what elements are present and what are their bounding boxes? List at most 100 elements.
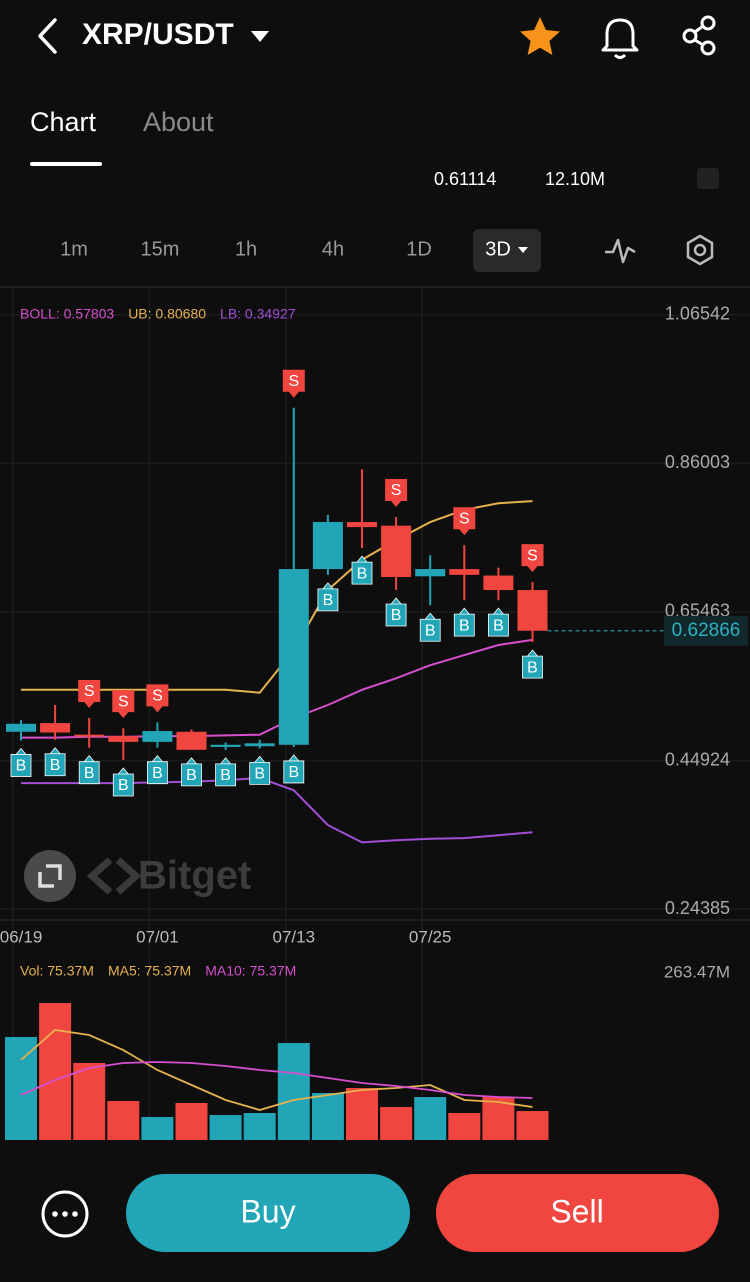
buy-marker xyxy=(147,755,168,785)
buy-marker xyxy=(351,555,373,585)
ma-line xyxy=(20,1061,533,1099)
sell-marker xyxy=(385,478,408,507)
sell-button[interactable] xyxy=(436,1174,719,1252)
favorite-star[interactable] xyxy=(520,17,560,55)
buy-marker-label: B xyxy=(118,777,129,794)
candle-body xyxy=(6,723,36,732)
ma-legend: MA10: 75.37M xyxy=(205,963,296,979)
y-tick-label: 0.24385 xyxy=(665,898,730,918)
volume-bar xyxy=(516,1111,549,1140)
buy-marker xyxy=(317,582,339,612)
volume-bar xyxy=(414,1097,447,1140)
pair-title[interactable]: XRP/USDT xyxy=(82,18,234,51)
buy-marker-label: B xyxy=(527,659,538,676)
buy-marker xyxy=(488,607,509,637)
buy-marker xyxy=(249,755,271,785)
more-button[interactable] xyxy=(41,1190,89,1238)
y-tick-label: 0.86003 xyxy=(665,452,730,472)
candle-body xyxy=(483,575,514,591)
buy-marker xyxy=(112,767,134,797)
buy-marker xyxy=(44,747,66,777)
candle-body xyxy=(244,743,275,747)
tab-underline xyxy=(30,162,102,166)
buy-marker-label: B xyxy=(186,767,197,784)
tab-about[interactable]: About xyxy=(143,107,214,137)
watermark-text: Bitget xyxy=(138,854,251,898)
buy-button[interactable] xyxy=(126,1174,410,1252)
volume-bar xyxy=(380,1107,413,1140)
indicator-legend: UB: 0.80680 xyxy=(128,306,206,322)
interval[interactable]: 1D xyxy=(406,238,432,260)
buy-marker xyxy=(181,757,202,787)
buy-marker-label: B xyxy=(357,565,368,582)
bell-icon[interactable] xyxy=(601,18,639,59)
back-button[interactable] xyxy=(38,18,57,54)
interval[interactable]: 1m xyxy=(60,238,88,260)
volume-bar xyxy=(107,1101,140,1140)
y-tick-label: 0.44924 xyxy=(665,749,730,769)
indicator-line xyxy=(21,638,533,739)
buy-marker xyxy=(10,747,32,777)
x-tick-label: 07/13 xyxy=(273,927,316,946)
buy-marker xyxy=(522,649,543,679)
settings-icon[interactable] xyxy=(686,234,714,266)
candle-body xyxy=(108,736,139,742)
buy-marker xyxy=(283,754,305,784)
stat-volume: 12.10M xyxy=(545,169,605,189)
interval-selected-bg xyxy=(473,229,541,272)
interval[interactable]: 1h xyxy=(235,238,257,260)
volume-bar xyxy=(277,1043,310,1140)
sell-marker xyxy=(146,684,169,713)
buy-marker-label: B xyxy=(84,765,95,782)
volume-bar xyxy=(311,1093,344,1140)
volume-bar xyxy=(175,1102,208,1140)
sell-marker-label: S xyxy=(391,482,402,499)
indicator-legend: BOLL: 0.57803 xyxy=(20,306,114,322)
sell-marker xyxy=(453,507,476,536)
volume-bar xyxy=(346,1088,378,1140)
buy-label[interactable]: Buy xyxy=(240,1193,295,1229)
volume-bar xyxy=(73,1062,106,1140)
sell-marker xyxy=(282,369,305,398)
y-tick-label: 1.06542 xyxy=(665,304,730,324)
buy-marker-label: B xyxy=(254,766,265,783)
sell-marker xyxy=(78,680,101,709)
sell-marker-label: S xyxy=(288,373,299,390)
candle-body xyxy=(517,590,548,631)
buy-marker-label: B xyxy=(220,767,231,784)
volume-bar xyxy=(39,1003,72,1140)
volume-bar xyxy=(5,1037,37,1140)
sell-label[interactable]: Sell xyxy=(550,1193,603,1229)
interval-selected[interactable]: 3D xyxy=(485,238,511,260)
buy-marker xyxy=(419,612,441,642)
share-icon[interactable] xyxy=(682,15,716,56)
candle-body xyxy=(40,723,71,733)
interval[interactable]: 4h xyxy=(322,238,344,260)
indicator-legend: LB: 0.34927 xyxy=(220,306,296,322)
indicator-icon[interactable] xyxy=(605,238,636,264)
buy-marker-label: B xyxy=(391,607,402,624)
buy-marker-label: B xyxy=(493,617,504,634)
last-price-label: 0.62866 xyxy=(672,620,741,641)
pair-dropdown[interactable] xyxy=(251,31,269,42)
buy-marker-label: B xyxy=(459,617,470,634)
ma-legend: MA5: 75.37M xyxy=(108,963,191,979)
tab-chart[interactable]: Chart xyxy=(30,107,97,137)
volume-bar xyxy=(243,1113,276,1140)
buy-marker-label: B xyxy=(323,592,334,609)
candle-body xyxy=(449,569,480,575)
buy-marker-label: B xyxy=(50,757,61,774)
stat-toggle[interactable] xyxy=(697,168,719,189)
sell-marker-label: S xyxy=(152,688,163,705)
candle-body xyxy=(142,731,173,742)
interval[interactable]: 15m xyxy=(141,238,180,260)
watermark-logo xyxy=(24,850,142,902)
sell-marker-label: S xyxy=(527,547,538,564)
sell-marker-label: S xyxy=(459,510,470,527)
buy-marker xyxy=(453,607,475,637)
candle-body xyxy=(210,744,241,747)
volume-bar xyxy=(141,1116,174,1140)
volume-bar xyxy=(209,1115,242,1140)
interval-dropdown[interactable] xyxy=(518,247,528,253)
